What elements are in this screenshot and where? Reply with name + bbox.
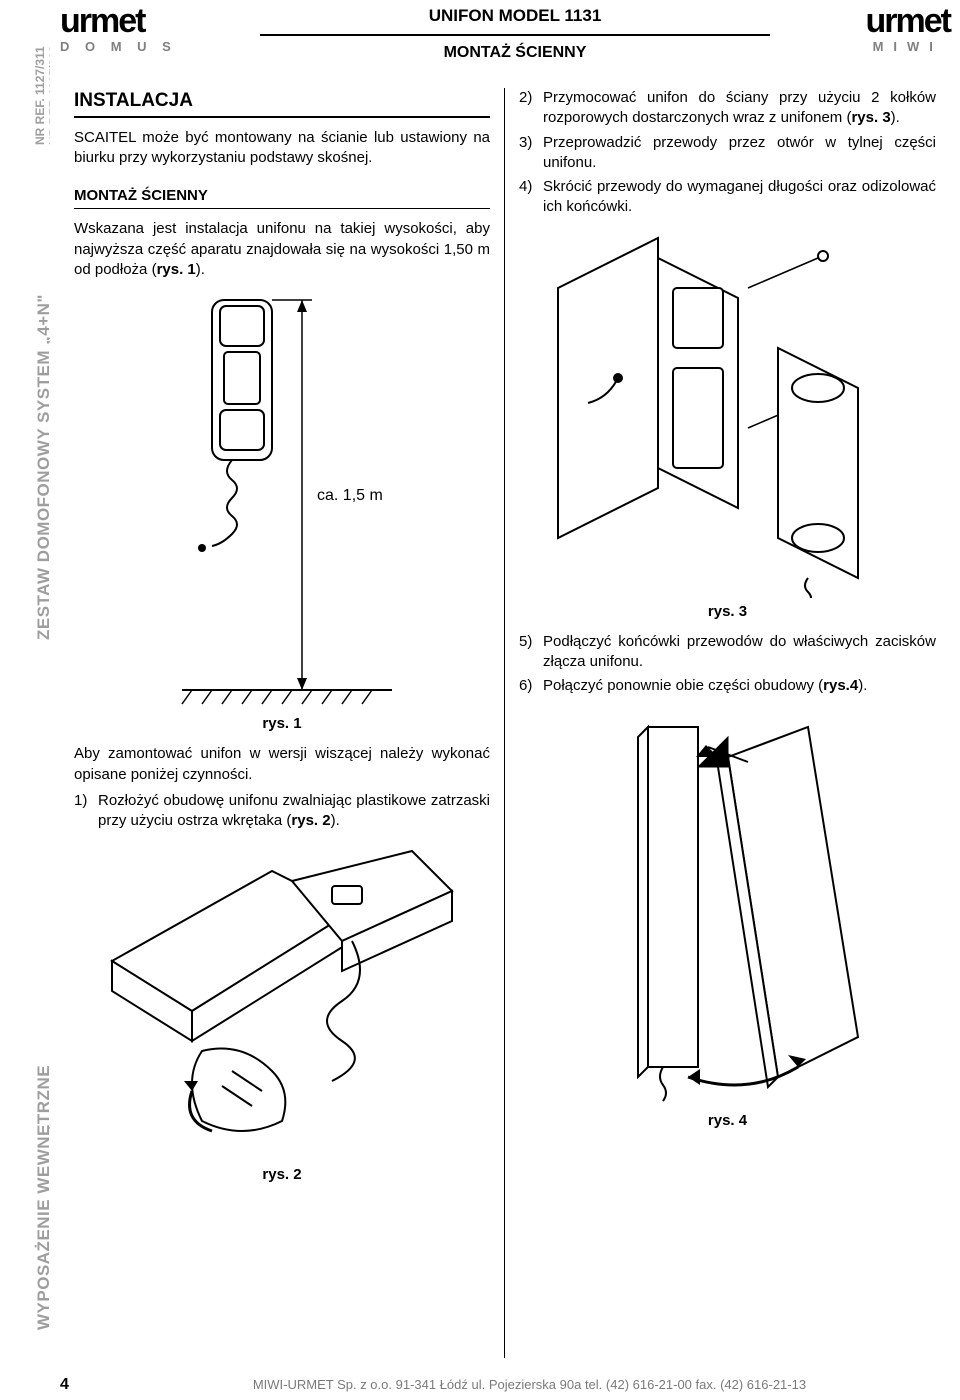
footer-text: MIWI-URMET Sp. z o.o. 91-341 Łódź ul. Po… xyxy=(109,1377,950,1392)
content: INSTALACJA SCAITEL może być montowany na… xyxy=(50,78,960,1358)
figure-1-svg: ca. 1,5 m xyxy=(142,290,422,710)
figure-2-svg xyxy=(92,841,472,1161)
figure-3-svg xyxy=(538,228,918,598)
left-column: INSTALACJA SCAITEL może być montowany na… xyxy=(60,88,505,1358)
figure-3 xyxy=(519,228,936,598)
sub-title: MONTAŻ ŚCIENNY xyxy=(74,186,490,209)
fig1-caption: rys. 1 xyxy=(74,714,490,734)
steps-right-top: 2) Przymocować unifon do ściany przy uży… xyxy=(519,88,936,218)
section-title: INSTALACJA xyxy=(74,88,490,118)
header-title-1: UNIFON MODEL 1131 xyxy=(260,6,770,36)
intro-text: SCAITEL może być montowany na ścianie lu… xyxy=(74,128,490,169)
fig2-caption: rys. 2 xyxy=(74,1165,490,1185)
logo-left-main: urmet xyxy=(60,8,177,35)
page-number: 4 xyxy=(60,1376,69,1394)
page: urmet D O M U S UNIFON MODEL 1131 MONTAŻ… xyxy=(50,0,960,1400)
fig1-dim-label: ca. 1,5 m xyxy=(317,487,383,504)
header-titles: UNIFON MODEL 1131 MONTAŻ ŚCIENNY xyxy=(250,6,780,62)
logo-right: urmet MIWI xyxy=(866,8,950,54)
step-1: 1) Rozłożyć obudowę unifonu zwalniając p… xyxy=(74,791,490,832)
steps-right-mid: 5) Podłączyć końcówki przewodów do właśc… xyxy=(519,632,936,697)
sidebar: NR REF. 1127/311 NR REF. 1127/313 ZESTAW… xyxy=(0,0,50,1400)
step-6: 6) Połączyć ponownie obie części obudowy… xyxy=(519,676,936,696)
mount-intro: Aby zamontować unifon w wersji wiszącej … xyxy=(74,744,490,785)
header: urmet D O M U S UNIFON MODEL 1131 MONTAŻ… xyxy=(50,0,960,78)
fig3-caption: rys. 3 xyxy=(519,602,936,622)
figure-1: ca. 1,5 m xyxy=(74,290,490,710)
height-text: Wskazana jest instalacja unifonu na taki… xyxy=(74,219,490,280)
step-5: 5) Podłączyć końcówki przewodów do właśc… xyxy=(519,632,936,673)
right-column: 2) Przymocować unifon do ściany przy uży… xyxy=(505,88,950,1358)
fig4-caption: rys. 4 xyxy=(519,1111,936,1131)
logo-right-main: urmet xyxy=(866,8,950,35)
header-title-2: MONTAŻ ŚCIENNY xyxy=(250,44,780,62)
logo-left: urmet D O M U S xyxy=(60,8,177,54)
figure-4-svg xyxy=(548,707,908,1107)
steps-left: 1) Rozłożyć obudowę unifonu zwalniając p… xyxy=(74,791,490,832)
footer: 4 MIWI-URMET Sp. z o.o. 91-341 Łódź ul. … xyxy=(60,1376,950,1394)
step-3: 3) Przeprowadzić przewody przez otwór w … xyxy=(519,133,936,174)
logo-right-sub: MIWI xyxy=(866,39,950,54)
figure-2 xyxy=(74,841,490,1161)
step-4: 4) Skrócić przewody do wymaganej długośc… xyxy=(519,177,936,218)
logo-left-sub: D O M U S xyxy=(60,39,177,54)
ref1: NR REF. 1127/311 xyxy=(33,46,47,145)
figure-4 xyxy=(519,707,936,1107)
step-2: 2) Przymocować unifon do ściany przy uży… xyxy=(519,88,936,129)
